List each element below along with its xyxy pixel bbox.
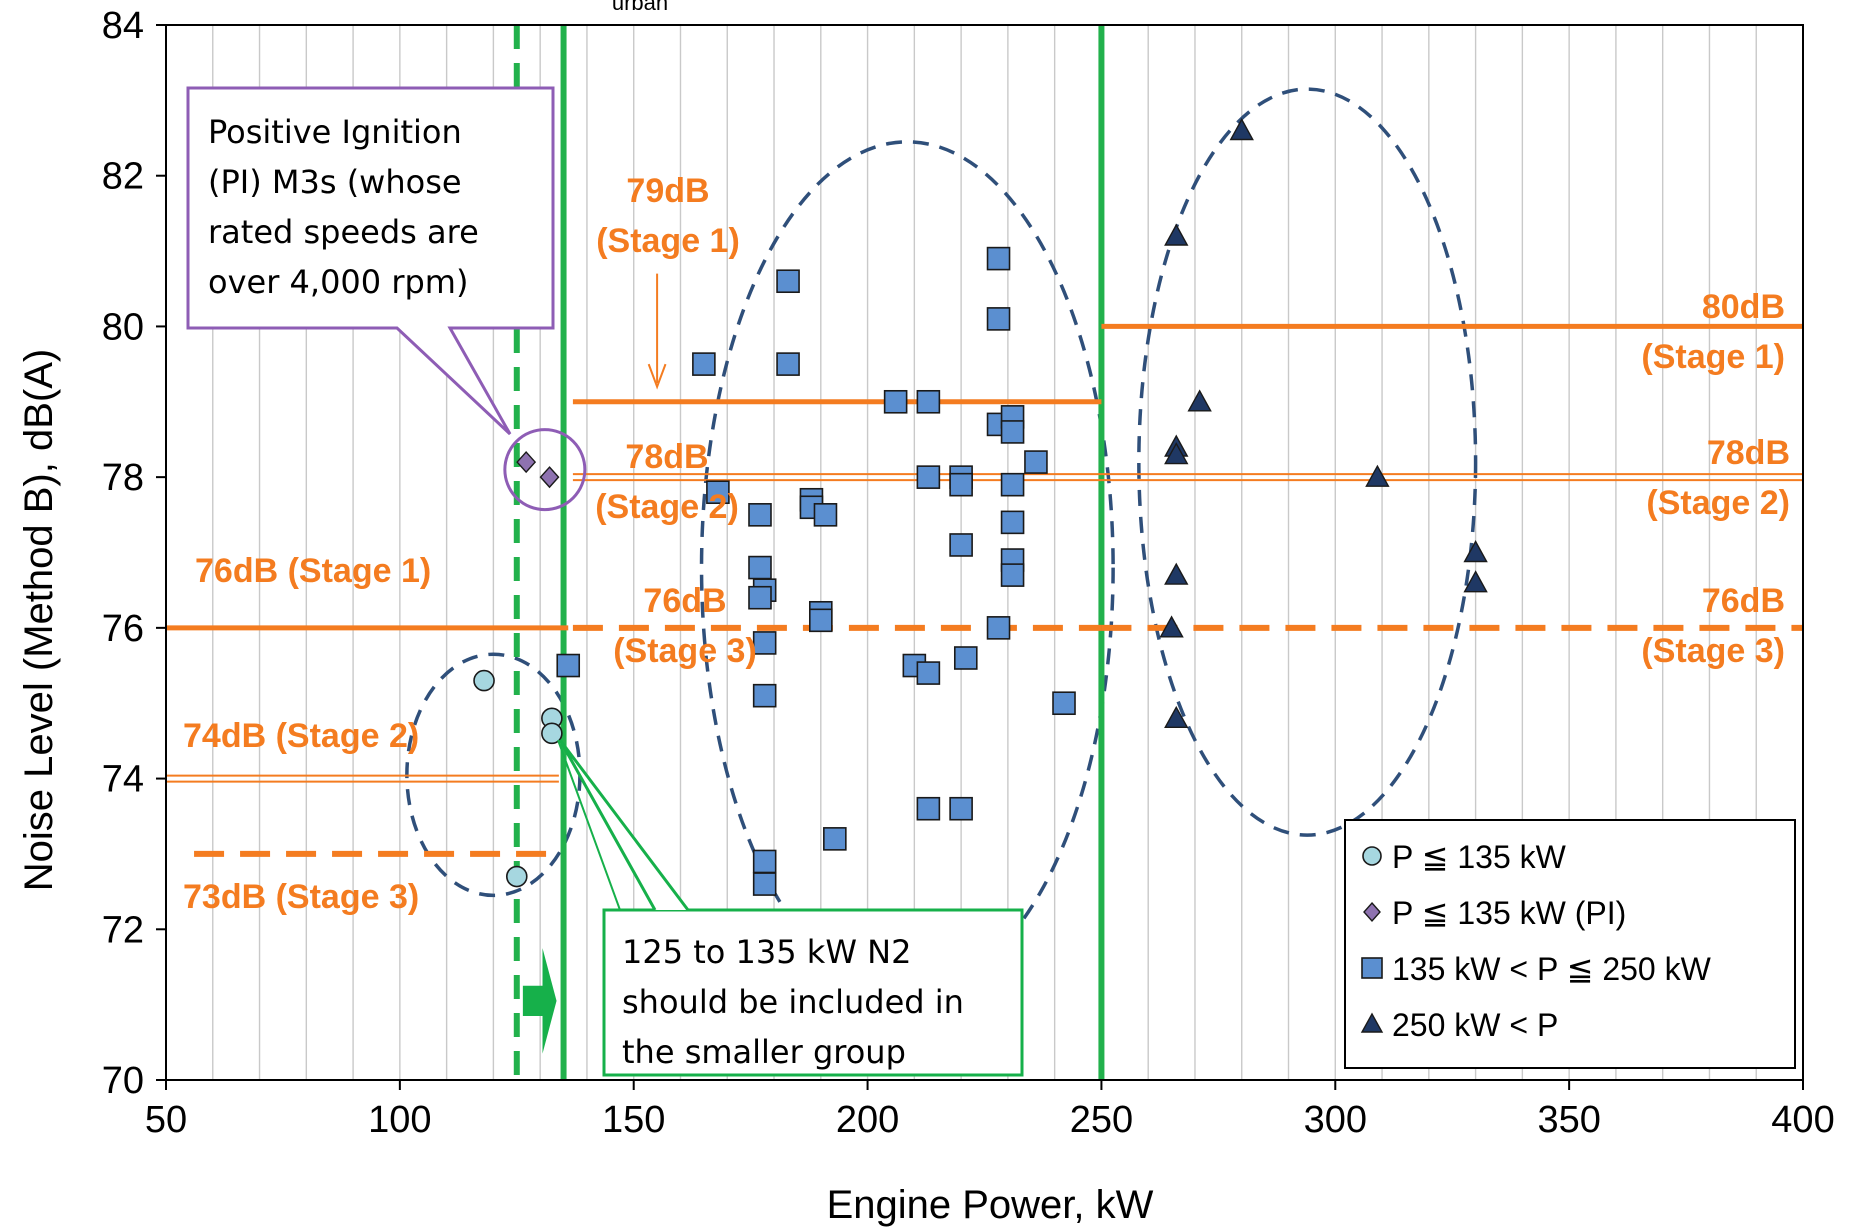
data-point: [1363, 901, 1381, 923]
x-tick-label: 150: [602, 1099, 665, 1141]
data-point: [1000, 510, 1025, 535]
label-pointer: [647, 363, 667, 390]
n2-callout-text: 125 to 135 kW N2 should be included in the…: [622, 933, 964, 1071]
top-fragment: urban: [612, 0, 668, 15]
data-point: [752, 849, 777, 874]
data-point: [1164, 562, 1189, 585]
data-point: [1159, 615, 1184, 638]
limit-label: 73dB (Stage 3): [183, 878, 419, 916]
legend-box: [1344, 819, 1796, 1069]
data-point: [748, 503, 772, 527]
data-point: [1164, 705, 1189, 728]
data-point: [953, 646, 978, 670]
n2-callout-pointer: [557, 739, 621, 911]
x-tick-label: 400: [1771, 1099, 1834, 1141]
legend-entry: 250 kW < P: [1392, 1007, 1558, 1043]
legend-entry: P ≦ 135 kW (PI): [1392, 895, 1626, 931]
limit-label: 79dB (Stage 1): [596, 172, 740, 260]
plot-frame: [165, 24, 1804, 1081]
data-point: [1000, 563, 1025, 587]
data-point: [1000, 472, 1025, 497]
group-arrow: [522, 948, 557, 1054]
limit-label: 76dB (Stage 3): [613, 582, 757, 670]
data-point: [1164, 442, 1189, 465]
data-point: [752, 631, 777, 655]
y-tick-label: 78: [102, 457, 144, 499]
data-point: [752, 683, 777, 708]
data-point: [748, 585, 772, 610]
n2-callout-box: [602, 908, 1024, 1077]
data-point: [706, 480, 730, 505]
legend: P ≦ 135 kW P ≦ 135 kW (PI) 135 kW < P ≦ 25…: [1344, 819, 1796, 1069]
n2-callout-pointer: [558, 739, 690, 911]
y-tick-label: 80: [102, 306, 144, 348]
x-tick-label: 100: [368, 1099, 431, 1141]
legend-entry: P ≦ 135 kW: [1392, 839, 1567, 875]
y-tick-label: 70: [102, 1060, 144, 1102]
data-point: [883, 389, 908, 414]
data-point: [949, 796, 973, 821]
group-ellipse: [699, 140, 1115, 996]
y-tick-label: 84: [102, 5, 144, 47]
data-point: [1463, 540, 1488, 563]
data-point: [776, 269, 800, 294]
y-tick-label: 72: [102, 909, 144, 951]
data-point: [1052, 691, 1076, 716]
legend-entry: 135 kW < P ≦ 250 kW: [1392, 951, 1712, 987]
x-tick-label: 300: [1304, 1099, 1367, 1141]
data-point: [916, 661, 941, 685]
y-tick-label: 82: [102, 156, 144, 198]
pi-callout-text: Positive Ignition (PI) M3s (whose rated sp…: [208, 113, 479, 301]
limit-label: 78dB (Stage 2): [1646, 434, 1790, 522]
limit-label: 76dB (Stage 3): [1641, 582, 1785, 670]
x-tick-label: 350: [1537, 1099, 1600, 1141]
data-point: [916, 796, 941, 821]
group-ellipse: [1137, 87, 1478, 837]
limit-label: 78dB (Stage 2): [595, 438, 739, 526]
data-point: [1361, 957, 1383, 979]
data-point: [516, 451, 537, 474]
data-point: [1365, 464, 1390, 487]
data-point: [1360, 1012, 1384, 1033]
data-point: [752, 872, 777, 896]
data-point: [1000, 420, 1025, 444]
data-point: [1164, 223, 1189, 246]
y-tick-label: 74: [102, 759, 144, 801]
x-tick-label: 250: [1070, 1099, 1133, 1141]
data-point: [748, 555, 772, 580]
data-point: [916, 389, 941, 414]
data-point: [1024, 450, 1048, 474]
limit-label: 76dB (Stage 1): [195, 552, 431, 590]
data-point: [808, 608, 833, 633]
data-point: [776, 352, 800, 376]
data-point: [823, 827, 847, 851]
limit-label: 80dB (Stage 1): [1641, 288, 1785, 376]
data-point: [692, 352, 716, 376]
data-point: [916, 465, 941, 489]
data-point: [541, 722, 563, 745]
x-tick-label: 50: [145, 1099, 187, 1141]
y-tick-label: 76: [102, 608, 144, 650]
data-point: [505, 865, 528, 888]
pi-highlight: [503, 428, 587, 512]
data-point: [1362, 846, 1382, 866]
data-point: [986, 246, 1011, 271]
data-point: [1229, 118, 1254, 141]
data-point: [986, 307, 1011, 331]
pi-callout-box: [186, 86, 555, 436]
data-point: [986, 616, 1011, 640]
data-point: [1187, 389, 1212, 412]
data-point: [539, 466, 560, 489]
data-point: [949, 533, 973, 557]
data-point: [1463, 570, 1488, 593]
y-axis-title: Noise Level (Method B), dB(A): [17, 349, 61, 891]
limit-label: 74dB (Stage 2): [183, 717, 419, 755]
data-point: [813, 503, 838, 527]
x-axis-title: Engine Power, kW: [827, 1183, 1154, 1227]
data-point: [556, 653, 581, 678]
data-point: [949, 472, 973, 497]
data-point: [473, 669, 495, 692]
x-tick-label: 200: [836, 1099, 899, 1141]
